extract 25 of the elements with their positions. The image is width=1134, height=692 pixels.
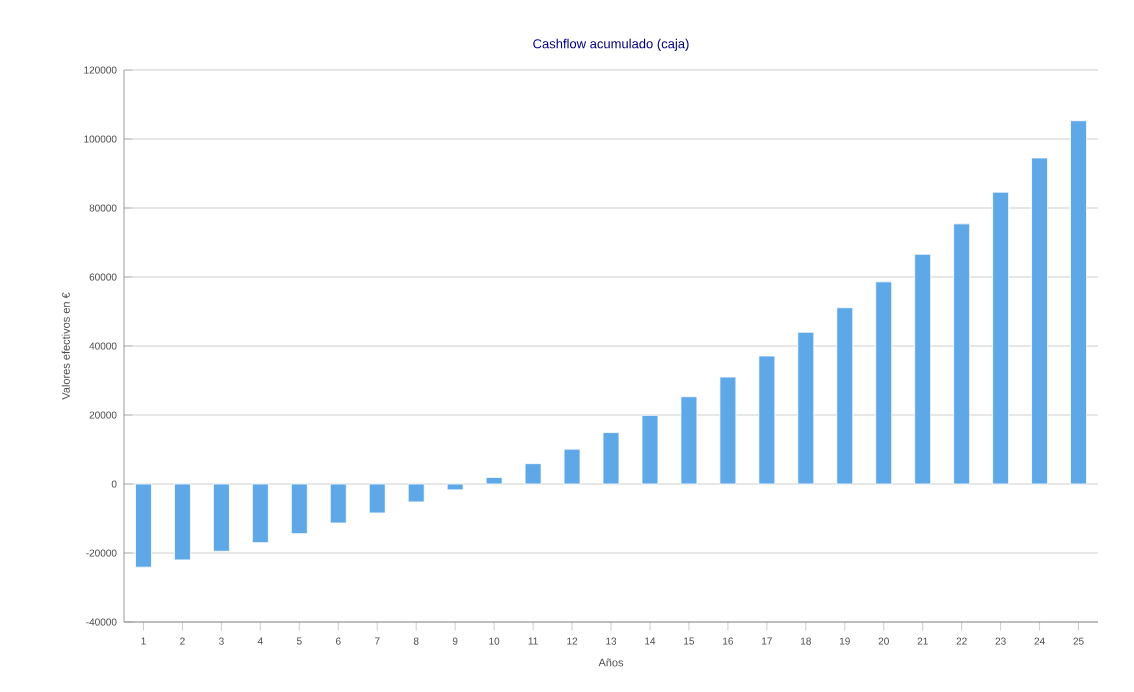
bar [251, 483, 269, 544]
bar [1070, 120, 1087, 485]
bar [446, 483, 464, 491]
bar [914, 253, 932, 485]
bar [875, 281, 893, 485]
bar [953, 223, 971, 485]
bar [407, 483, 425, 503]
bar [329, 483, 347, 524]
bar [174, 483, 191, 561]
bar [641, 414, 659, 485]
bar [836, 307, 854, 485]
bar [992, 191, 1010, 485]
bar [719, 376, 737, 485]
bar [213, 483, 230, 552]
bar [368, 483, 386, 514]
bar [135, 483, 152, 568]
bar [680, 396, 698, 485]
bar [797, 331, 815, 485]
bar [563, 448, 581, 485]
bar [758, 355, 776, 485]
bar [290, 483, 308, 535]
bar [602, 432, 620, 485]
bar [1031, 157, 1048, 485]
bar [485, 477, 503, 485]
bar [524, 463, 542, 485]
